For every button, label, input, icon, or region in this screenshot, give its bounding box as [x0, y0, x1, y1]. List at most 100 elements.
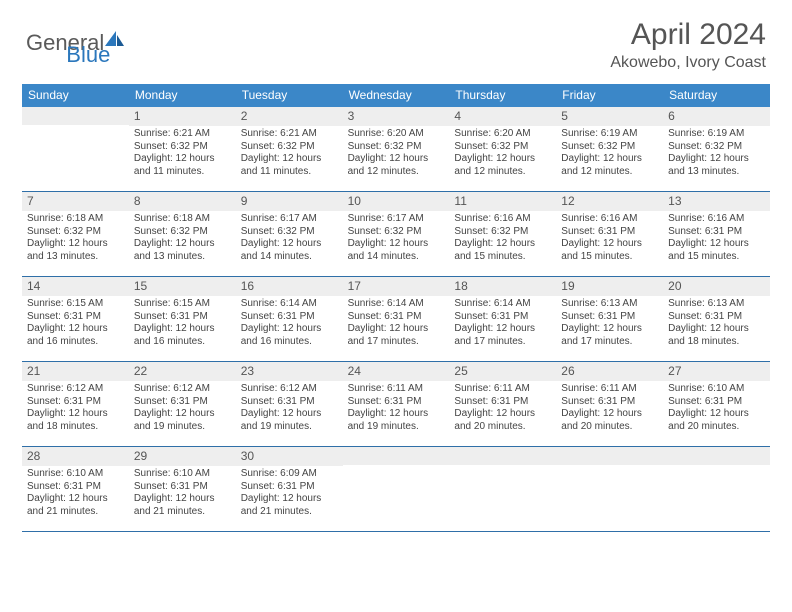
- sunrise-text: Sunrise: 6:11 AM: [454, 383, 551, 396]
- daylight-text: Daylight: 12 hours and 19 minutes.: [348, 408, 445, 433]
- day-cell: [22, 107, 129, 191]
- day-number: 15: [129, 277, 236, 296]
- empty-day-number: [663, 447, 770, 465]
- day-number: 27: [663, 362, 770, 381]
- sunrise-text: Sunrise: 6:14 AM: [348, 298, 445, 311]
- calendar: SundayMondayTuesdayWednesdayThursdayFrid…: [22, 84, 770, 532]
- daylight-text: Daylight: 12 hours and 13 minutes.: [668, 153, 765, 178]
- day-number: 9: [236, 192, 343, 211]
- day-cell: 19Sunrise: 6:13 AMSunset: 6:31 PMDayligh…: [556, 277, 663, 361]
- week-row: 1Sunrise: 6:21 AMSunset: 6:32 PMDaylight…: [22, 107, 770, 192]
- sunset-text: Sunset: 6:31 PM: [134, 396, 231, 409]
- sunrise-text: Sunrise: 6:10 AM: [668, 383, 765, 396]
- weekday-wednesday: Wednesday: [343, 84, 450, 107]
- day-content: Sunrise: 6:16 AMSunset: 6:32 PMDaylight:…: [449, 211, 556, 267]
- sunrise-text: Sunrise: 6:13 AM: [668, 298, 765, 311]
- sunrise-text: Sunrise: 6:19 AM: [668, 128, 765, 141]
- sunset-text: Sunset: 6:32 PM: [348, 141, 445, 154]
- sunset-text: Sunset: 6:31 PM: [348, 311, 445, 324]
- sunrise-text: Sunrise: 6:14 AM: [454, 298, 551, 311]
- weekday-thursday: Thursday: [449, 84, 556, 107]
- day-content: Sunrise: 6:17 AMSunset: 6:32 PMDaylight:…: [343, 211, 450, 267]
- sunset-text: Sunset: 6:31 PM: [134, 311, 231, 324]
- day-content: Sunrise: 6:10 AMSunset: 6:31 PMDaylight:…: [129, 466, 236, 522]
- day-number: 22: [129, 362, 236, 381]
- sunset-text: Sunset: 6:31 PM: [27, 311, 124, 324]
- week-row: 14Sunrise: 6:15 AMSunset: 6:31 PMDayligh…: [22, 277, 770, 362]
- sunset-text: Sunset: 6:31 PM: [241, 481, 338, 494]
- day-cell: 17Sunrise: 6:14 AMSunset: 6:31 PMDayligh…: [343, 277, 450, 361]
- weekday-header-row: SundayMondayTuesdayWednesdayThursdayFrid…: [22, 84, 770, 107]
- day-number: 2: [236, 107, 343, 126]
- day-number: 23: [236, 362, 343, 381]
- sunrise-text: Sunrise: 6:16 AM: [561, 213, 658, 226]
- day-cell: 15Sunrise: 6:15 AMSunset: 6:31 PMDayligh…: [129, 277, 236, 361]
- sunrise-text: Sunrise: 6:18 AM: [134, 213, 231, 226]
- sunset-text: Sunset: 6:31 PM: [348, 396, 445, 409]
- day-content: Sunrise: 6:14 AMSunset: 6:31 PMDaylight:…: [449, 296, 556, 352]
- sunrise-text: Sunrise: 6:16 AM: [454, 213, 551, 226]
- day-number: 14: [22, 277, 129, 296]
- day-number: 16: [236, 277, 343, 296]
- day-content: Sunrise: 6:11 AMSunset: 6:31 PMDaylight:…: [556, 381, 663, 437]
- logo: General Blue: [26, 18, 110, 68]
- day-number: 17: [343, 277, 450, 296]
- day-content: Sunrise: 6:17 AMSunset: 6:32 PMDaylight:…: [236, 211, 343, 267]
- sunset-text: Sunset: 6:32 PM: [348, 226, 445, 239]
- weekday-friday: Friday: [556, 84, 663, 107]
- sunset-text: Sunset: 6:31 PM: [668, 396, 765, 409]
- day-cell: 30Sunrise: 6:09 AMSunset: 6:31 PMDayligh…: [236, 447, 343, 531]
- sunset-text: Sunset: 6:32 PM: [134, 141, 231, 154]
- day-cell: [663, 447, 770, 531]
- day-content: Sunrise: 6:12 AMSunset: 6:31 PMDaylight:…: [236, 381, 343, 437]
- sunset-text: Sunset: 6:32 PM: [241, 141, 338, 154]
- weekday-sunday: Sunday: [22, 84, 129, 107]
- empty-day-number: [556, 447, 663, 465]
- day-number: 21: [22, 362, 129, 381]
- day-cell: 20Sunrise: 6:13 AMSunset: 6:31 PMDayligh…: [663, 277, 770, 361]
- day-content: Sunrise: 6:11 AMSunset: 6:31 PMDaylight:…: [343, 381, 450, 437]
- day-cell: 2Sunrise: 6:21 AMSunset: 6:32 PMDaylight…: [236, 107, 343, 191]
- sunrise-text: Sunrise: 6:11 AM: [561, 383, 658, 396]
- day-number: 8: [129, 192, 236, 211]
- day-content: Sunrise: 6:15 AMSunset: 6:31 PMDaylight:…: [22, 296, 129, 352]
- logo-text-blue: Blue: [66, 42, 110, 68]
- sunrise-text: Sunrise: 6:21 AM: [241, 128, 338, 141]
- day-content: Sunrise: 6:20 AMSunset: 6:32 PMDaylight:…: [449, 126, 556, 182]
- daylight-text: Daylight: 12 hours and 18 minutes.: [27, 408, 124, 433]
- day-cell: 16Sunrise: 6:14 AMSunset: 6:31 PMDayligh…: [236, 277, 343, 361]
- day-number: 25: [449, 362, 556, 381]
- day-number: 4: [449, 107, 556, 126]
- sunrise-text: Sunrise: 6:21 AM: [134, 128, 231, 141]
- daylight-text: Daylight: 12 hours and 20 minutes.: [668, 408, 765, 433]
- day-cell: 10Sunrise: 6:17 AMSunset: 6:32 PMDayligh…: [343, 192, 450, 276]
- day-number: 1: [129, 107, 236, 126]
- day-number: 13: [663, 192, 770, 211]
- day-content: Sunrise: 6:19 AMSunset: 6:32 PMDaylight:…: [556, 126, 663, 182]
- sunset-text: Sunset: 6:31 PM: [561, 396, 658, 409]
- day-content: Sunrise: 6:12 AMSunset: 6:31 PMDaylight:…: [129, 381, 236, 437]
- day-cell: [556, 447, 663, 531]
- day-content: Sunrise: 6:11 AMSunset: 6:31 PMDaylight:…: [449, 381, 556, 437]
- day-cell: 3Sunrise: 6:20 AMSunset: 6:32 PMDaylight…: [343, 107, 450, 191]
- day-content: Sunrise: 6:14 AMSunset: 6:31 PMDaylight:…: [236, 296, 343, 352]
- day-cell: 14Sunrise: 6:15 AMSunset: 6:31 PMDayligh…: [22, 277, 129, 361]
- day-content: Sunrise: 6:20 AMSunset: 6:32 PMDaylight:…: [343, 126, 450, 182]
- day-content: Sunrise: 6:09 AMSunset: 6:31 PMDaylight:…: [236, 466, 343, 522]
- sunset-text: Sunset: 6:32 PM: [454, 226, 551, 239]
- day-content: Sunrise: 6:13 AMSunset: 6:31 PMDaylight:…: [663, 296, 770, 352]
- sunrise-text: Sunrise: 6:17 AM: [241, 213, 338, 226]
- week-row: 28Sunrise: 6:10 AMSunset: 6:31 PMDayligh…: [22, 447, 770, 532]
- sunrise-text: Sunrise: 6:16 AM: [668, 213, 765, 226]
- day-number: 6: [663, 107, 770, 126]
- day-number: 24: [343, 362, 450, 381]
- sunrise-text: Sunrise: 6:20 AM: [348, 128, 445, 141]
- location: Akowebo, Ivory Coast: [610, 54, 766, 72]
- sunset-text: Sunset: 6:31 PM: [454, 396, 551, 409]
- daylight-text: Daylight: 12 hours and 16 minutes.: [241, 323, 338, 348]
- day-cell: [343, 447, 450, 531]
- daylight-text: Daylight: 12 hours and 19 minutes.: [241, 408, 338, 433]
- day-content: Sunrise: 6:10 AMSunset: 6:31 PMDaylight:…: [663, 381, 770, 437]
- month-title: April 2024: [610, 18, 766, 52]
- day-content: Sunrise: 6:10 AMSunset: 6:31 PMDaylight:…: [22, 466, 129, 522]
